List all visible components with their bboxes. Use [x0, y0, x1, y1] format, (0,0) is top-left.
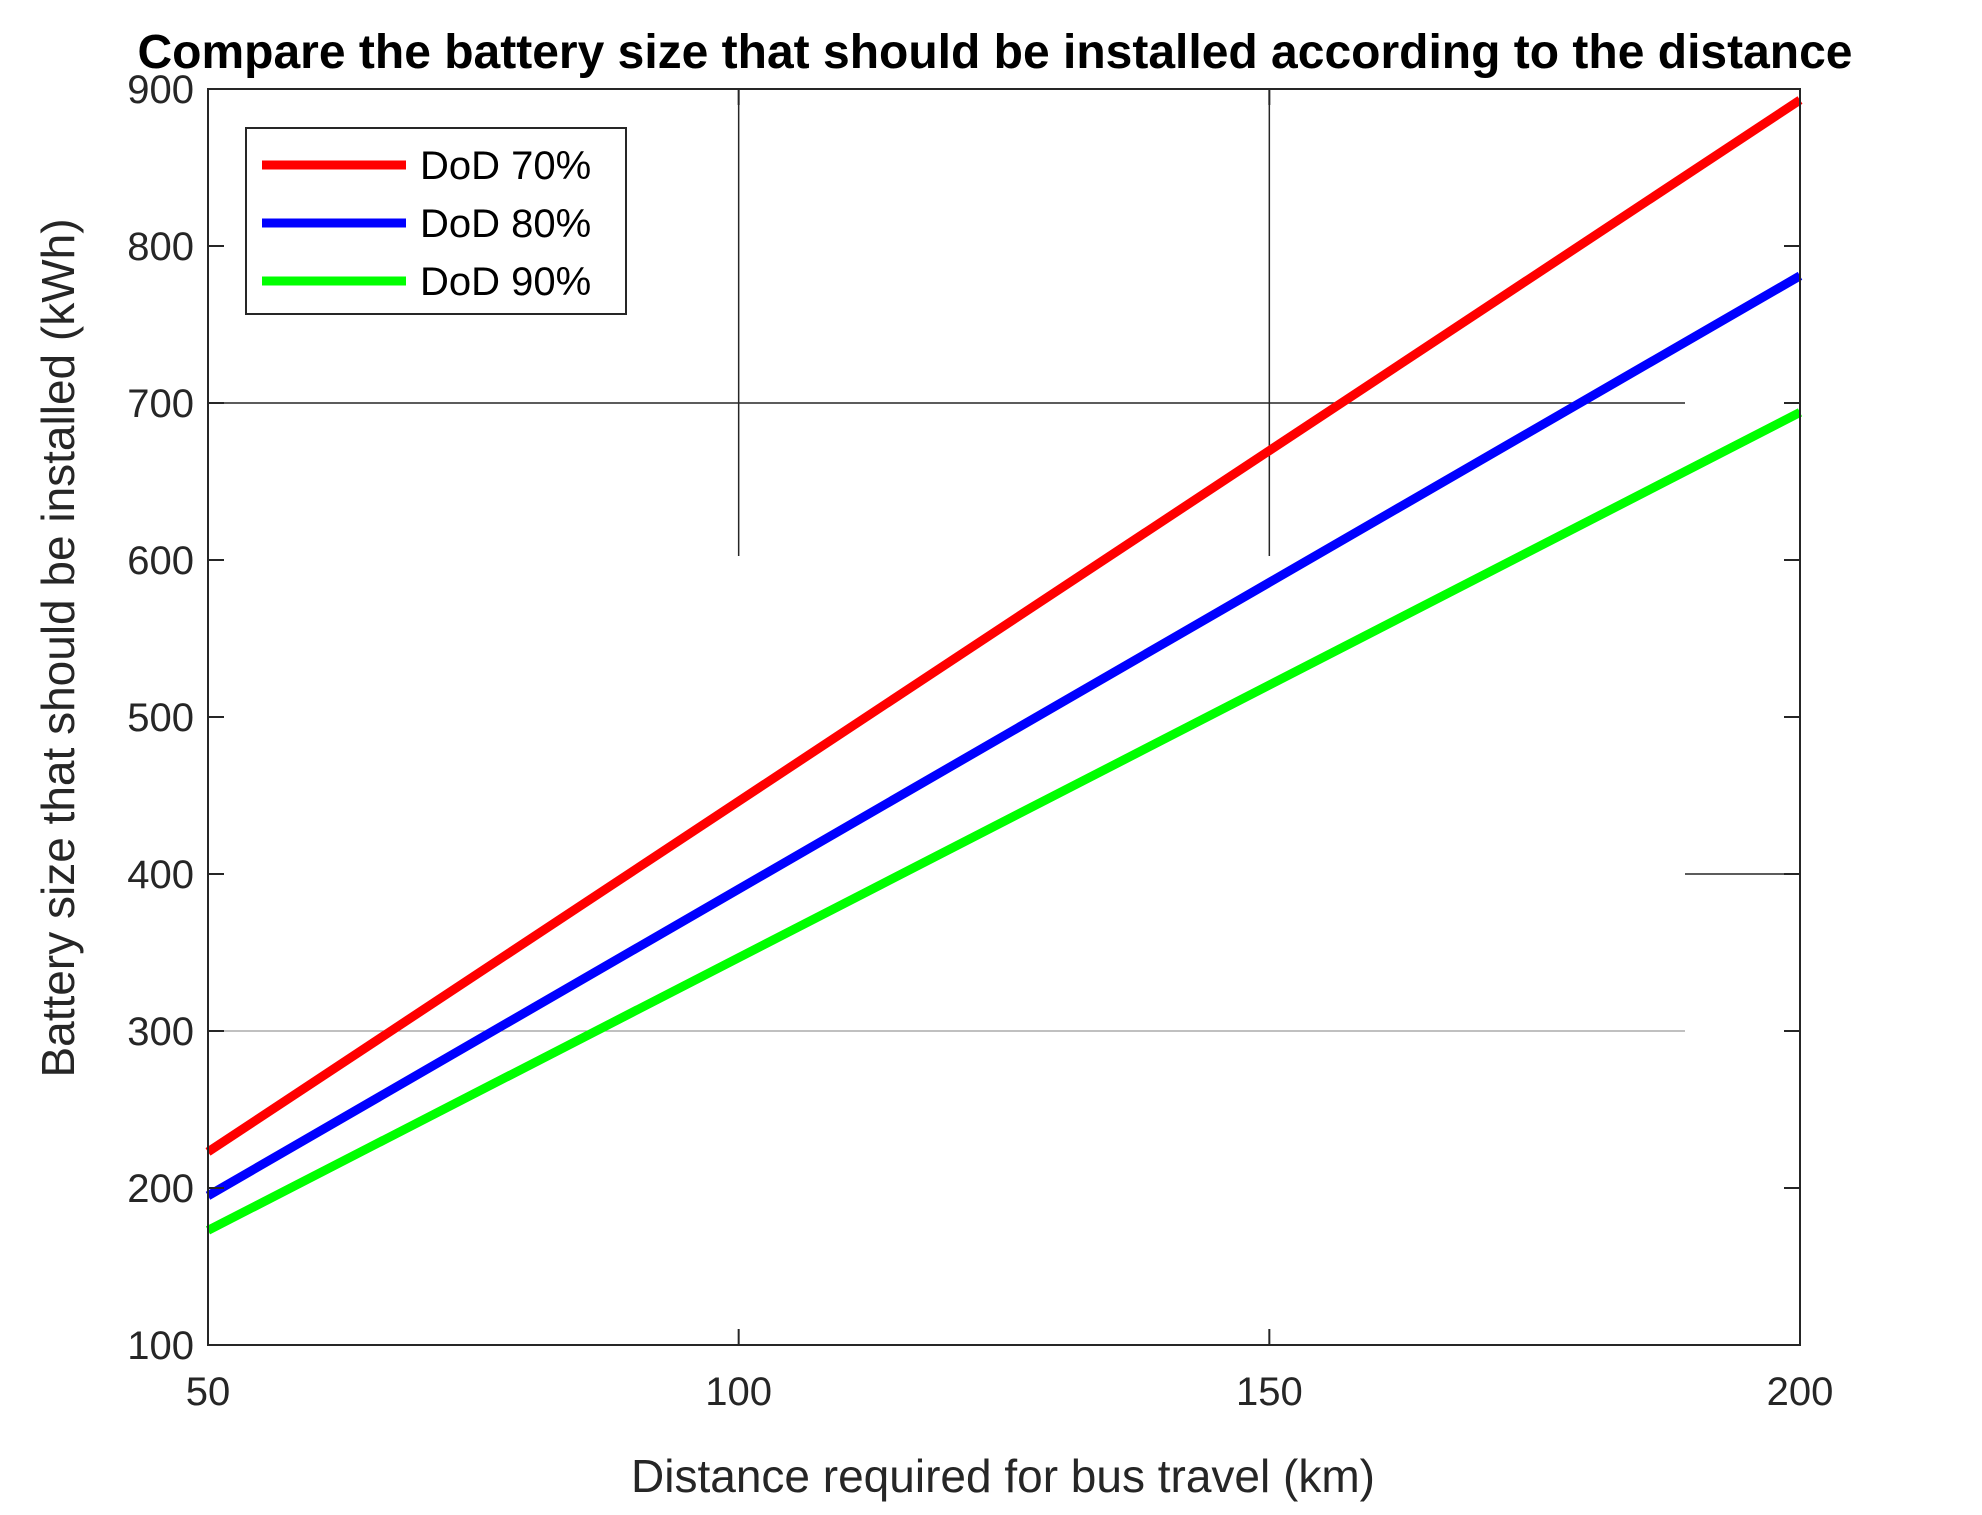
y-tick-label-300: 300: [127, 1010, 194, 1054]
x-tick-label-50: 50: [186, 1370, 231, 1414]
x-tick-label-100: 100: [705, 1370, 772, 1414]
x-tick-label-200: 200: [1767, 1370, 1834, 1414]
data-series: [205, 96, 1803, 1235]
y-tick-label-700: 700: [127, 382, 194, 426]
chart-title: Compare the battery size that should be …: [138, 26, 1853, 79]
x-axis-ticks: 50 100 150 200: [186, 89, 1834, 1414]
x-axis-label: Distance required for bus travel (km): [631, 1450, 1375, 1502]
series-line-1: [205, 96, 1803, 1156]
y-axis-ticks: 100 200 300 400 500 600 700 800 900: [127, 68, 1800, 1368]
y-tick-label-400: 400: [127, 853, 194, 897]
series-line-3: [205, 408, 1803, 1235]
y-tick-label-200: 200: [127, 1167, 194, 1211]
y-tick-label-900: 900: [127, 68, 194, 112]
y-tick-label-100: 100: [127, 1324, 194, 1368]
legend-label-1: DoD 70%: [420, 144, 591, 188]
y-tick-label-600: 600: [127, 539, 194, 583]
legend: DoD 70% DoD 80% DoD 90%: [245, 127, 627, 315]
y-tick-label-800: 800: [127, 225, 194, 269]
legend-label-3: DoD 90%: [420, 260, 591, 304]
series-line-2: [205, 271, 1803, 1200]
legend-label-2: DoD 80%: [420, 202, 591, 246]
grid-lines: [208, 89, 1800, 1032]
x-tick-label-150: 150: [1236, 1370, 1303, 1414]
y-tick-label-500: 500: [127, 696, 194, 740]
y-axis-label: Battery size that should be installed (k…: [32, 218, 84, 1077]
